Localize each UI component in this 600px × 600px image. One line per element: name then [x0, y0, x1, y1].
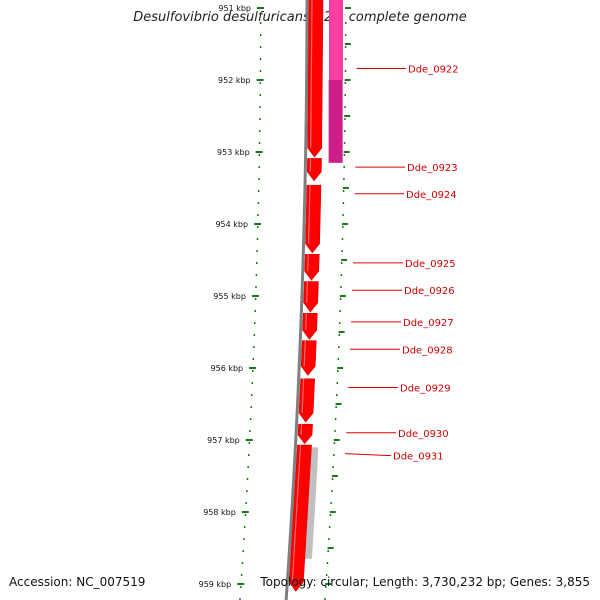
gene-label-dde_0924[interactable]: Dde_0924	[406, 190, 457, 201]
scale-tick	[254, 223, 262, 225]
cds-dde_0928-shade	[303, 340, 306, 367]
scale-tick	[257, 7, 264, 9]
scale-label: 958 kbp	[203, 508, 236, 517]
cds-dde_0931-shade	[291, 445, 302, 583]
cds-dde_0928[interactable]	[300, 340, 317, 376]
gene-label-dde_0926[interactable]: Dde_0926	[404, 286, 455, 297]
gene-labels: Dde_0922 Dde_0923 Dde_0924 Dde_0925 Dde_0926…	[345, 64, 459, 463]
cds-dde_0926[interactable]	[303, 281, 319, 313]
scale-tick	[245, 439, 253, 441]
cds-upstream[interactable]	[307, 0, 324, 158]
cds-dde_0931[interactable]	[289, 444, 312, 592]
gene-label-dde_0925[interactable]: Dde_0925	[405, 259, 456, 270]
scale-tick	[256, 79, 264, 81]
scale-label: 959 kbp	[199, 580, 232, 589]
cds-dde_0930-shade	[300, 424, 303, 435]
scale-tick	[241, 511, 249, 513]
gene-label-dde_0929[interactable]: Dde_0929	[400, 383, 451, 394]
cds-dde_0927[interactable]	[302, 312, 318, 340]
outer-feature-track	[328, 0, 343, 163]
cds-dde_0930[interactable]	[297, 423, 313, 445]
scale-label: 951 kbp	[218, 4, 251, 13]
gene-label-dde_0930[interactable]: Dde_0930	[398, 429, 449, 440]
gene-label-dde_0927[interactable]: Dde_0927	[403, 318, 454, 329]
scale-tick	[255, 151, 263, 153]
scale-label: 954 kbp	[215, 220, 248, 229]
cds-dde_0925[interactable]	[304, 253, 320, 281]
genome-summary: Topology: circular; Length: 3,730,232 bp…	[260, 575, 590, 589]
cds-dde_0925-shade	[307, 254, 309, 272]
gene-label-dde_0931[interactable]: Dde_0931	[393, 452, 444, 463]
gene-label-dde_0922[interactable]: Dde_0922	[408, 64, 459, 75]
genome-backbone	[284, 0, 309, 600]
scale-label: 957 kbp	[207, 436, 240, 445]
scale-label: 952 kbp	[218, 76, 251, 85]
scale-label: 953 kbp	[217, 148, 250, 157]
outer-scale-ticks	[325, 7, 351, 585]
scale-tick	[237, 583, 245, 585]
scale-tick	[251, 295, 259, 297]
cds-dde_0929[interactable]	[298, 378, 315, 423]
cds-dde_0923[interactable]	[306, 158, 322, 182]
gene-label-dde_0923[interactable]: Dde_0923	[407, 163, 458, 174]
cds-dde_0929-shade	[301, 378, 305, 414]
genome-title: Desulfovibrio desulfuricans G20, complet…	[133, 10, 467, 25]
cds-dde_0926-shade	[306, 281, 308, 303]
scale-ruler: 951 kbp 952 kbp 953 kbp 954 kbp 955 kbp 956 k…	[199, 4, 264, 589]
cds-dde_0927-shade	[305, 313, 307, 331]
cds-dde_0924-shade	[307, 185, 311, 244]
outer-feature[interactable]	[328, 80, 343, 163]
accession-label: Accession: NC_007519	[9, 575, 146, 589]
scale-tick	[249, 367, 257, 369]
cds-dde_0924[interactable]	[305, 184, 322, 254]
outer-feature[interactable]	[329, 0, 343, 80]
gene-leader-line	[345, 453, 392, 457]
cds-track	[289, 0, 324, 592]
gene-label-dde_0928[interactable]: Dde_0928	[402, 345, 453, 356]
outer-dotted-track	[324, 22, 347, 600]
inner-dotted-track	[239, 22, 262, 600]
scale-label: 956 kbp	[211, 364, 244, 373]
scale-label: 955 kbp	[213, 292, 246, 301]
cds-upstream-shade	[310, 0, 313, 149]
